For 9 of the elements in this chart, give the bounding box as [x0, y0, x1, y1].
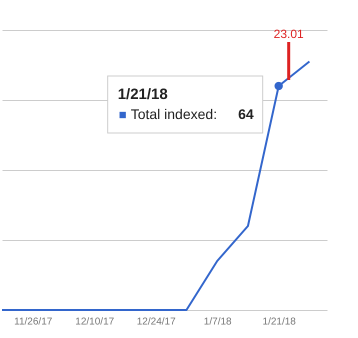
annotation: 23.01	[274, 27, 304, 41]
x-tick-label: 11/26/17	[14, 316, 53, 328]
x-tick-label: 1/21/18	[262, 316, 296, 328]
annotation: 1/21/18	[118, 86, 168, 103]
x-tick-label: 1/7/18	[204, 316, 232, 328]
x-tick-label: 12/24/17	[136, 316, 176, 328]
x-tick-label: 12/10/17	[75, 316, 115, 328]
legend-label: Total indexed:	[130, 106, 218, 122]
data-label: 64	[238, 106, 254, 122]
